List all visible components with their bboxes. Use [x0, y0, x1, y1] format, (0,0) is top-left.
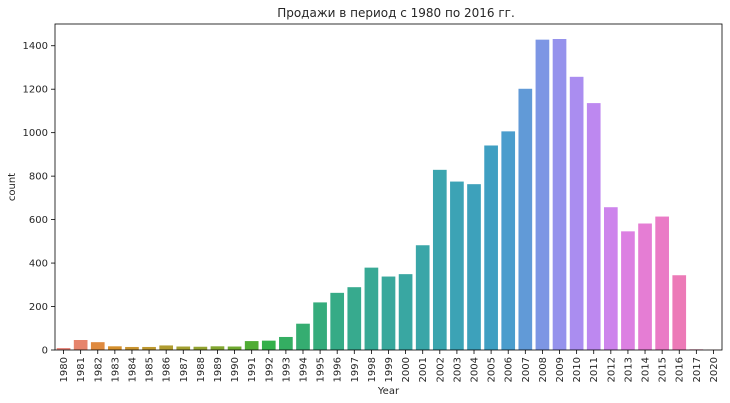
bar-2004 [467, 184, 481, 350]
x-tick-label: 2015 [658, 357, 669, 382]
bar-1987 [176, 346, 191, 350]
bar-1994 [296, 323, 310, 350]
bar-2014 [638, 223, 652, 350]
bar-1998 [364, 267, 379, 350]
y-tick-label: 400 [29, 259, 48, 270]
x-tick-label: 1994 [298, 357, 309, 382]
x-tick-label: 2006 [504, 357, 515, 382]
x-tick-label: 1984 [127, 357, 138, 382]
x-tick-label: 1987 [179, 357, 190, 382]
bar-2011 [586, 103, 601, 350]
x-tick-label: 2004 [470, 357, 481, 382]
x-tick-label: 1981 [76, 357, 87, 382]
y-tick-label: 1400 [23, 41, 48, 52]
x-tick-label: 2005 [487, 357, 498, 382]
x-tick-label: 2001 [418, 357, 429, 382]
plot-frame [54, 23, 723, 351]
y-tick-label: 200 [29, 302, 48, 313]
bar-2009 [552, 39, 567, 350]
bar-2003 [450, 181, 464, 350]
x-tick-label: 1982 [93, 357, 104, 382]
chart-title: Продажи в период с 1980 по 2016 гг. [277, 6, 515, 20]
bar-1989 [210, 346, 225, 350]
bar-1992 [261, 340, 276, 350]
y-tick-label: 800 [29, 172, 48, 183]
bar-2016 [672, 275, 687, 350]
bar-2010 [569, 76, 584, 350]
bar-2013 [621, 231, 635, 350]
x-tick-label: 1988 [196, 357, 207, 382]
bars-group [56, 39, 721, 351]
x-tick-label: 2009 [555, 357, 566, 382]
x-tick-label: 1999 [384, 357, 395, 382]
bar-1997 [347, 287, 362, 350]
x-tick-label: 1991 [247, 357, 258, 382]
bar-1991 [244, 341, 259, 350]
x-tick-label: 2008 [538, 357, 549, 382]
x-tick-label: 2016 [675, 357, 686, 382]
y-tick-label: 1000 [23, 128, 48, 139]
bar-1983 [108, 346, 122, 350]
y-axis-label: count [7, 173, 18, 201]
bar-1985 [142, 346, 156, 350]
x-tick-label: 2010 [572, 357, 583, 382]
x-tick-label: 2000 [401, 357, 412, 382]
x-tick-label: 1983 [110, 357, 121, 382]
bar-1993 [279, 336, 293, 350]
y-tick-label: 0 [42, 346, 48, 357]
bar-1990 [227, 346, 242, 350]
x-tick-label: 1993 [281, 357, 292, 382]
x-tick-label: 1996 [333, 357, 344, 382]
bar-1986 [159, 345, 174, 350]
bar-2002 [432, 169, 447, 350]
x-tick-label: 2020 [709, 357, 720, 382]
x-tick-label: 2014 [641, 357, 652, 382]
x-tick-label: 2017 [692, 357, 703, 382]
y-axis-ticks: 0 200 400 600 800 1000 1200 1400 [23, 41, 55, 357]
x-tick-label: 1998 [367, 357, 378, 382]
x-tick-label: 2013 [623, 357, 634, 382]
y-tick-label: 600 [29, 215, 48, 226]
bar-1996 [330, 292, 345, 350]
x-tick-label: 1986 [162, 357, 173, 382]
x-tick-label: 1990 [230, 357, 241, 382]
x-tick-label: 1985 [145, 357, 156, 382]
x-tick-label: 2003 [452, 357, 463, 382]
x-tick-label: 2002 [435, 357, 446, 382]
bar-2007 [518, 88, 533, 351]
x-tick-label: 1997 [350, 357, 361, 382]
x-tick-label: 2007 [521, 357, 532, 382]
x-tick-label: 1989 [213, 357, 224, 382]
bar-1980 [56, 348, 71, 350]
bar-1982 [90, 342, 105, 350]
bar-2001 [415, 245, 430, 350]
bar-2012 [603, 207, 618, 350]
bar-1995 [313, 302, 327, 350]
bar-1988 [193, 346, 208, 350]
bar-2006 [501, 131, 516, 350]
y-tick-label: 1200 [23, 85, 48, 96]
x-axis-ticks: 1980 1981 1982 1983 1984 1985 1986 1987 1988 1989… [59, 350, 720, 382]
x-tick-label: 1995 [316, 357, 327, 382]
bar-2005 [484, 145, 498, 350]
x-tick-label: 1992 [264, 357, 275, 382]
bar-1999 [381, 276, 396, 350]
x-tick-label: 2011 [589, 357, 600, 382]
bar-1981 [73, 340, 88, 350]
bar-2000 [398, 274, 413, 350]
bar-2015 [655, 216, 669, 350]
bar-2008 [535, 39, 550, 351]
x-tick-label: 1980 [59, 357, 70, 382]
x-axis-label: Year [377, 386, 400, 397]
x-tick-label: 2012 [606, 357, 617, 382]
bar-1984 [125, 346, 139, 350]
